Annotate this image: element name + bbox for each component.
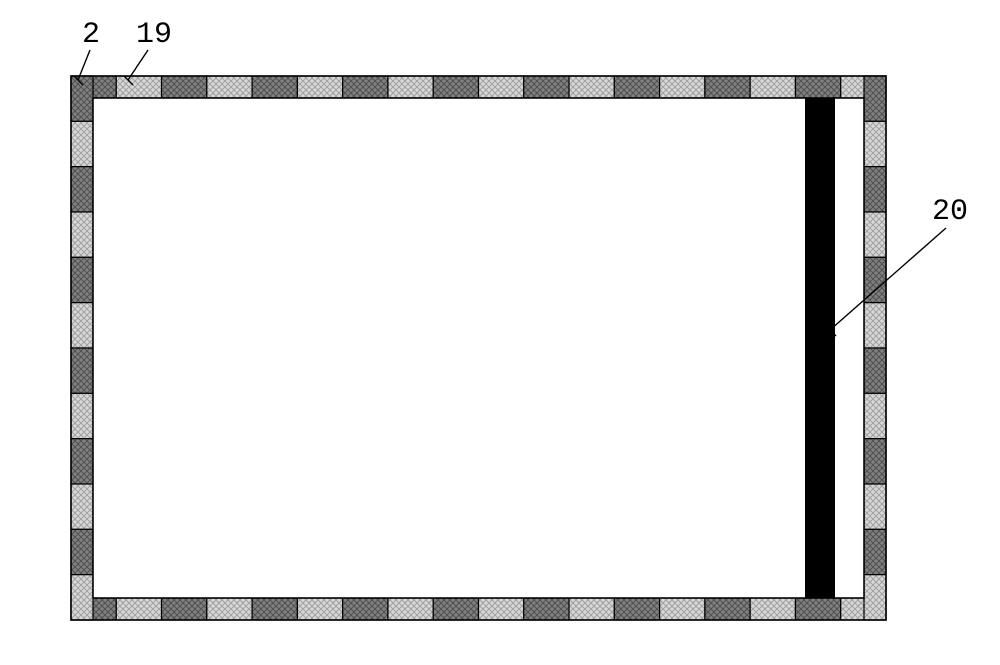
callout-label-20: 20: [932, 195, 968, 229]
callout-label-19: 19: [136, 18, 172, 52]
callout-label-2: 2: [82, 18, 100, 52]
inner-bar: [805, 98, 835, 598]
frame: [71, 76, 886, 620]
diagram-svg: [0, 0, 1000, 665]
